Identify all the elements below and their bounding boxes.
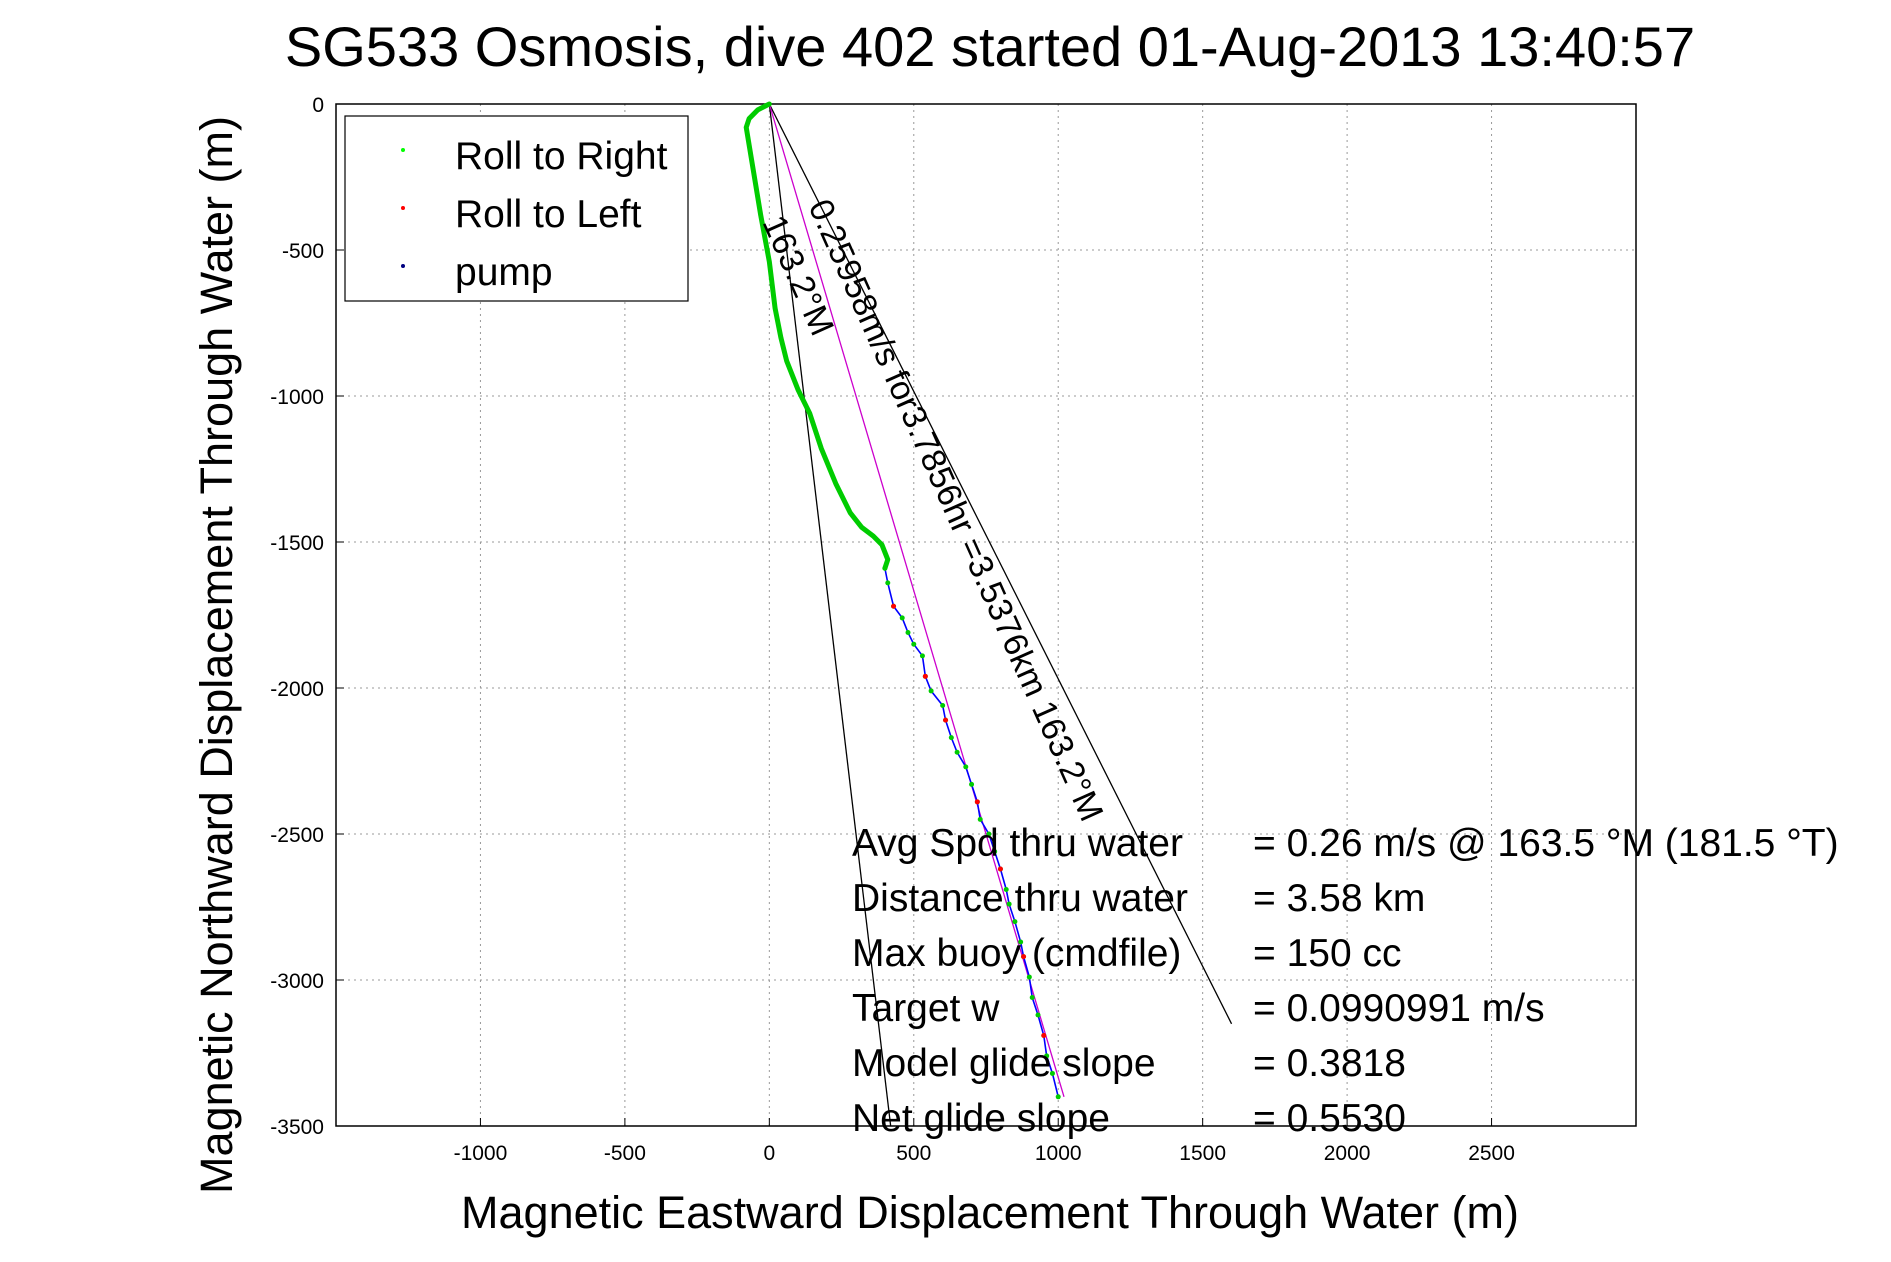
- x-tick-label: -500: [604, 1142, 646, 1165]
- stat-label-target-w: Target w: [852, 987, 1000, 1030]
- legend-entry-pump: pump: [401, 251, 553, 294]
- roll-right-point: [992, 849, 998, 855]
- legend-label-roll-left: Roll to Left: [455, 193, 642, 236]
- dive-stats: Avg Spd thru water = 0.26 m/s @ 163.5 °M…: [852, 822, 1839, 1140]
- roll-right-point: [977, 816, 983, 822]
- roll-left-point: [922, 673, 928, 679]
- x-tick-label: 500: [896, 1142, 931, 1165]
- roll-right-point: [1035, 1012, 1041, 1018]
- series-layer: [743, 101, 1061, 1100]
- y-tick-label: -1000: [270, 386, 324, 409]
- roll-right-point: [899, 615, 905, 621]
- reference-line-1: [768, 103, 1233, 1025]
- stat-value-model-glide: = 0.3818: [1253, 1042, 1406, 1085]
- x-tick-label: 1500: [1179, 1142, 1226, 1165]
- roll-right-point: [1003, 886, 1009, 892]
- roll-right-point: [1026, 974, 1032, 980]
- y-tick-labels: 0 -500 -1000 -1500 -2000 -2500 -3000 -3500: [270, 94, 324, 1139]
- roll-left-point: [1041, 1032, 1047, 1038]
- reference-line-0: [768, 103, 892, 1127]
- stat-label-max-buoy: Max buoy (cmdfile): [852, 932, 1181, 975]
- stat-value-distance: = 3.58 km: [1253, 877, 1425, 920]
- roll-right-point: [954, 749, 960, 755]
- x-tick-label: 1000: [1035, 1142, 1082, 1165]
- roll-right-point: [885, 580, 891, 586]
- chart-title: SG533 Osmosis, dive 402 started 01-Aug-2…: [285, 15, 1695, 78]
- y-axis-label: Magnetic Northward Displacement Through …: [191, 116, 242, 1194]
- y-tick-label: -2500: [270, 824, 324, 847]
- legend-marker-pump: [401, 264, 405, 268]
- y-tick-label: -1500: [270, 532, 324, 555]
- x-axis-label: Magnetic Eastward Displacement Through W…: [461, 1187, 1519, 1238]
- legend-entry-roll-right: Roll to Right: [401, 135, 668, 178]
- roll-right-point: [928, 688, 934, 694]
- roll-left-point: [1021, 954, 1027, 960]
- stat-label-avg-speed: Avg Spd thru water: [852, 822, 1183, 865]
- roll-left-point: [974, 799, 980, 805]
- roll-right-point: [1044, 1053, 1050, 1059]
- stat-value-target-w: = 0.0990991 m/s: [1253, 987, 1545, 1030]
- stat-label-net-glide: Net glide slope: [852, 1097, 1110, 1140]
- stat-value-net-glide: = 0.5530: [1253, 1097, 1406, 1140]
- plot-area-frame: [335, 103, 1637, 1127]
- roll-right-point: [905, 630, 911, 636]
- x-tick-label: -1000: [454, 1142, 508, 1165]
- roll-right-point: [948, 735, 954, 741]
- roll-right-point: [969, 781, 975, 787]
- y-tick-label: -3000: [270, 970, 324, 993]
- stat-value-avg-speed: = 0.26 m/s @ 163.5 °M (181.5 °T): [1253, 822, 1839, 865]
- legend: Roll to Right Roll to Left pump: [344, 115, 689, 302]
- y-tick-label: -2000: [270, 678, 324, 701]
- y-tick-label: 0: [312, 94, 324, 117]
- x-tick-label: 0: [763, 1142, 775, 1165]
- roll-left-point: [891, 603, 897, 609]
- roll-right-point: [911, 641, 917, 647]
- reference-lines: [768, 103, 1233, 1127]
- reference-line-2: [768, 103, 1065, 1097]
- y-tick-label: -500: [282, 240, 324, 263]
- roll-left-point: [943, 717, 949, 723]
- stat-value-max-buoy: = 150 cc: [1253, 932, 1402, 975]
- roll-right-point: [1012, 919, 1018, 925]
- x-tick-labels: -1000 -500 0 500 1000 1500 2000 2500: [454, 1142, 1515, 1165]
- legend-marker-roll-right: [401, 148, 405, 152]
- legend-marker-roll-left: [401, 206, 405, 210]
- roll-right-point: [940, 703, 946, 709]
- legend-entry-roll-left: Roll to Left: [401, 193, 642, 236]
- x-tick-label: 2000: [1324, 1142, 1371, 1165]
- legend-label-pump: pump: [455, 251, 553, 294]
- roll-right-point: [1055, 1094, 1061, 1100]
- roll-right-point: [1049, 1070, 1055, 1076]
- stat-label-distance: Distance thru water: [852, 877, 1188, 920]
- y-tick-label: -3500: [270, 1116, 324, 1139]
- legend-label-roll-right: Roll to Right: [455, 135, 668, 178]
- roll-right-point: [882, 565, 888, 571]
- series-roll-right-line: [743, 101, 891, 571]
- stat-label-model-glide: Model glide slope: [852, 1042, 1156, 1085]
- roll-right-point: [1029, 995, 1035, 1001]
- x-tick-label: 2500: [1468, 1142, 1515, 1165]
- roll-right-point: [986, 831, 992, 837]
- roll-left-point: [997, 866, 1003, 872]
- roll-right-point: [1018, 939, 1024, 945]
- roll-right-point: [1006, 901, 1012, 907]
- roll-right-point: [963, 764, 969, 770]
- roll-right-point: [919, 653, 925, 659]
